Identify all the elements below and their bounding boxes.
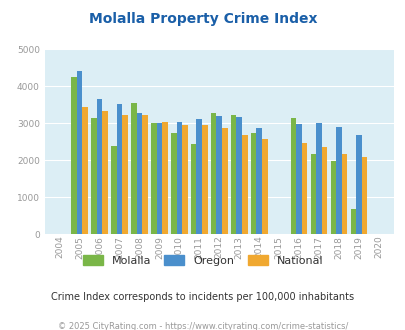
Bar bbox=[176, 122, 182, 234]
Bar bbox=[111, 146, 116, 234]
Bar bbox=[330, 161, 335, 234]
Bar bbox=[310, 154, 315, 234]
Bar bbox=[301, 143, 307, 234]
Bar bbox=[355, 135, 361, 234]
Bar bbox=[142, 115, 147, 234]
Text: Molalla Property Crime Index: Molalla Property Crime Index bbox=[89, 12, 316, 25]
Text: © 2025 CityRating.com - https://www.cityrating.com/crime-statistics/: © 2025 CityRating.com - https://www.city… bbox=[58, 322, 347, 330]
Bar bbox=[210, 113, 216, 234]
Bar bbox=[350, 209, 355, 234]
Text: Crime Index corresponds to incidents per 100,000 inhabitants: Crime Index corresponds to incidents per… bbox=[51, 292, 354, 302]
Bar bbox=[171, 133, 176, 234]
Bar bbox=[321, 147, 326, 234]
Bar bbox=[222, 128, 227, 234]
Bar bbox=[96, 99, 102, 234]
Bar bbox=[241, 135, 247, 234]
Bar bbox=[156, 123, 162, 234]
Legend: Molalla, Oregon, National: Molalla, Oregon, National bbox=[78, 250, 327, 270]
Bar bbox=[122, 115, 128, 234]
Bar bbox=[315, 123, 321, 234]
Bar bbox=[290, 118, 296, 234]
Bar bbox=[250, 133, 256, 234]
Bar bbox=[82, 107, 88, 234]
Bar bbox=[261, 139, 267, 234]
Bar bbox=[151, 123, 156, 234]
Bar bbox=[190, 144, 196, 234]
Bar bbox=[230, 115, 236, 234]
Bar bbox=[296, 124, 301, 234]
Bar bbox=[102, 111, 108, 234]
Bar bbox=[77, 71, 82, 234]
Bar bbox=[162, 122, 167, 234]
Bar bbox=[341, 154, 346, 234]
Bar bbox=[361, 157, 367, 234]
Bar bbox=[91, 118, 96, 234]
Bar bbox=[256, 128, 261, 234]
Bar bbox=[182, 125, 187, 234]
Bar bbox=[216, 116, 222, 234]
Bar bbox=[116, 104, 122, 234]
Bar bbox=[202, 125, 207, 234]
Bar bbox=[236, 117, 241, 234]
Bar bbox=[71, 77, 77, 234]
Bar bbox=[196, 119, 202, 234]
Bar bbox=[335, 127, 341, 234]
Bar bbox=[136, 114, 142, 234]
Bar bbox=[131, 103, 136, 234]
